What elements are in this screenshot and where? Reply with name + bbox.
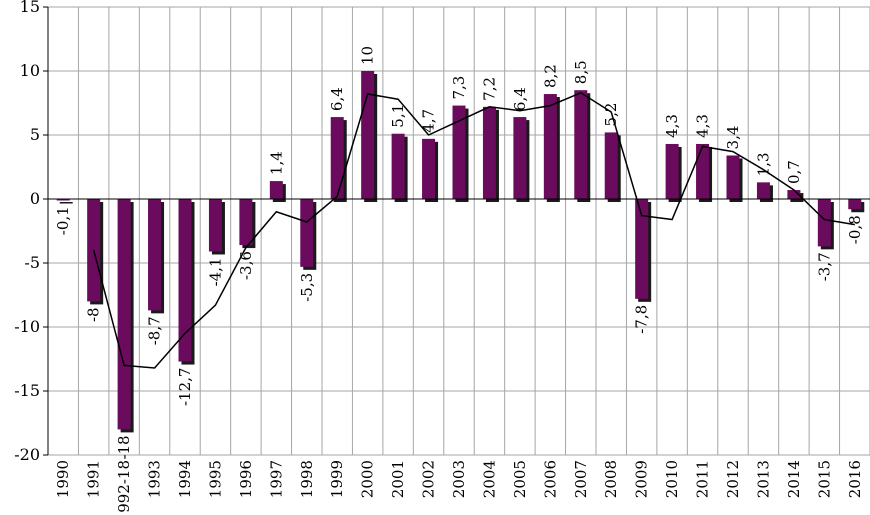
bar (574, 90, 588, 199)
data-labels: -0,1 -8 -18 -8,7 -12,7 -4,1 -3,6 1,4 -5,3 6,4 10 5,… (54, 46, 864, 460)
y-tick-label: -15 (14, 381, 40, 400)
x-tick-label: 2002 (420, 460, 438, 498)
data-label: 5,1 (389, 104, 407, 128)
x-tick-label: 2004 (480, 460, 498, 498)
x-tick-label: 1994 (176, 460, 194, 498)
bar (208, 199, 222, 252)
y-tick-label: -5 (24, 253, 40, 272)
y-tick-label: -20 (14, 445, 40, 464)
data-label: 1,4 (267, 151, 285, 175)
data-label: 8,5 (572, 60, 590, 84)
x-tick-label: 2014 (785, 460, 803, 498)
bar (391, 133, 405, 199)
x-tick-label: 2011 (694, 460, 712, 498)
bar (178, 199, 192, 362)
data-label: -3,6 (237, 251, 255, 280)
x-tick-label: 1995 (206, 460, 224, 498)
bar (756, 182, 770, 199)
bar (56, 199, 70, 201)
bar (665, 143, 679, 199)
trend-line-path (92, 91, 855, 369)
bar (269, 181, 283, 199)
x-tick-label: 2000 (359, 460, 377, 498)
y-tick-label: 10 (20, 61, 40, 80)
data-label: -0,1 (54, 206, 72, 235)
x-tick-label: 1991 (85, 460, 103, 498)
bar (513, 117, 527, 199)
bar (817, 199, 831, 247)
data-label: -7,8 (633, 305, 651, 334)
bar (117, 199, 131, 430)
x-tick-label: 1993 (146, 460, 164, 498)
data-label: 5,2 (602, 103, 620, 127)
y-tick-label: 15 (20, 0, 40, 16)
data-label: 3,4 (724, 126, 742, 150)
data-label: 1,3 (754, 153, 772, 177)
data-label: 8,2 (541, 64, 559, 88)
x-tick-label: 2006 (541, 460, 559, 498)
x-tick-label: 2005 (511, 460, 529, 498)
y-tick-label: 5 (30, 125, 40, 144)
data-label: -3,7 (815, 252, 833, 281)
bar (726, 155, 740, 199)
bar (330, 117, 344, 199)
bar (361, 71, 375, 199)
x-tick-label: 1990 (54, 460, 72, 498)
bar (635, 199, 649, 299)
bar (848, 199, 862, 210)
data-label: 4,7 (420, 109, 438, 133)
data-label: -8,7 (146, 316, 164, 345)
bar (787, 190, 801, 199)
bar (300, 199, 314, 267)
axes: 15 10 5 0 -5 -10 -15 -20 1990 1991 1992-18 1993 1994… (14, 0, 870, 515)
x-tick-label: 2001 (389, 460, 407, 498)
trend-line (92, 91, 855, 369)
x-tick-label: 2003 (450, 460, 468, 498)
data-label: 10 (359, 46, 377, 65)
bar (696, 143, 710, 199)
data-label: -8 (85, 307, 103, 322)
data-label: -4,1 (206, 257, 224, 286)
bar (148, 199, 162, 311)
x-tick-label: 2016 (846, 460, 864, 498)
data-label: 0,7 (785, 160, 803, 184)
x-tick-label: 2009 (633, 460, 651, 498)
bar (604, 132, 618, 199)
data-label: -18 (115, 435, 133, 459)
x-tick-label: 2015 (815, 460, 833, 498)
data-label: -12,7 (176, 368, 194, 406)
x-tick-label: 1998 (298, 460, 316, 498)
data-label: 4,3 (694, 114, 712, 138)
x-tick-label: 1992-18 (115, 460, 133, 515)
data-label: -5,3 (298, 273, 316, 302)
data-label: 6,4 (511, 87, 529, 111)
x-tick-label: 2013 (754, 460, 772, 498)
y-tick-label: 0 (30, 189, 40, 208)
data-label: 6,4 (328, 87, 346, 111)
y-tick-label: -10 (14, 317, 40, 336)
x-tick-label: 2008 (602, 460, 620, 498)
data-label: 7,2 (480, 77, 498, 101)
bars (56, 71, 865, 433)
gridlines (48, 6, 870, 456)
x-tick-label: 1996 (237, 460, 255, 498)
x-tick-label: 1997 (267, 460, 285, 498)
x-tick-label: 2010 (663, 460, 681, 498)
x-tick-label: 1999 (328, 460, 346, 498)
bar (422, 138, 436, 199)
data-label: -0,8 (846, 215, 864, 244)
bar (452, 105, 466, 199)
x-tick-label: 2007 (572, 460, 590, 498)
data-label: 4,3 (663, 114, 681, 138)
bar-shadow (59, 202, 73, 204)
bar (482, 106, 496, 199)
bar (543, 94, 557, 199)
x-tick-label: 2012 (724, 460, 742, 498)
bar (87, 199, 101, 302)
data-label: 7,3 (450, 76, 468, 100)
bar (239, 199, 253, 246)
